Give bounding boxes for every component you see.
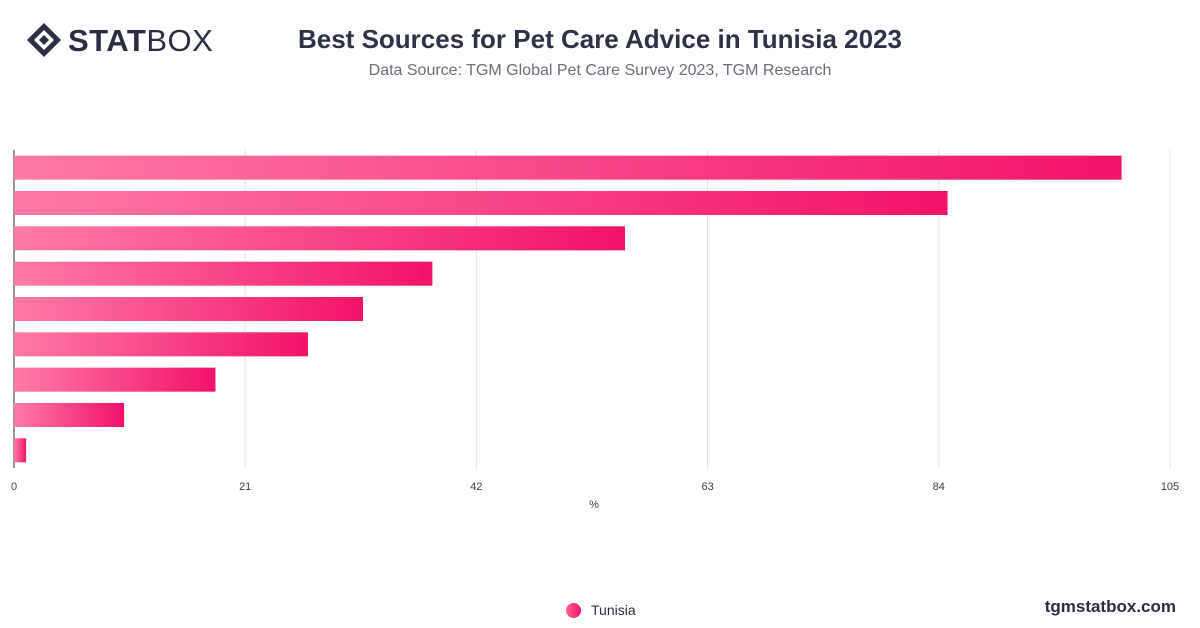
x-tick-label: 42 — [470, 481, 482, 493]
bar[interactable] — [14, 438, 27, 463]
logo-text: STATBOX — [68, 25, 213, 56]
legend-label: Tunisia — [591, 602, 636, 618]
bars — [14, 155, 1122, 463]
x-tick-label: 0 — [11, 481, 17, 493]
bar[interactable] — [14, 402, 125, 428]
x-axis-label: % — [589, 499, 599, 511]
legend-swatch — [566, 602, 581, 618]
bar[interactable] — [14, 226, 626, 251]
chart-title: Best Sources for Pet Care Advice in Tuni… — [297, 24, 902, 54]
bar[interactable] — [14, 155, 1122, 180]
diamond-logo-icon — [27, 23, 61, 57]
bar[interactable] — [14, 367, 216, 392]
x-axis-ticks: 0 21 42 63 84 105 — [11, 481, 1179, 493]
chart-subtitle: Data Source: TGM Global Pet Care Survey … — [368, 62, 832, 79]
statbox-logo: STATBOX — [26, 22, 213, 58]
legend[interactable]: Tunisia — [566, 602, 636, 618]
x-tick-label: 63 — [701, 481, 713, 493]
bar[interactable] — [14, 261, 433, 286]
bar[interactable] — [14, 296, 364, 322]
x-tick-label: 84 — [933, 481, 945, 493]
x-tick-label: 105 — [1161, 481, 1179, 493]
x-tick-label: 21 — [239, 481, 251, 493]
bar[interactable] — [14, 332, 308, 357]
bar[interactable] — [14, 190, 948, 216]
logo-text-light: BOX — [146, 22, 214, 58]
logo-text-bold: STAT — [68, 22, 147, 58]
brand-url[interactable]: tgmstatbox.com — [1044, 597, 1176, 616]
bar-chart: 0 21 42 63 84 105 % — [11, 150, 1179, 511]
